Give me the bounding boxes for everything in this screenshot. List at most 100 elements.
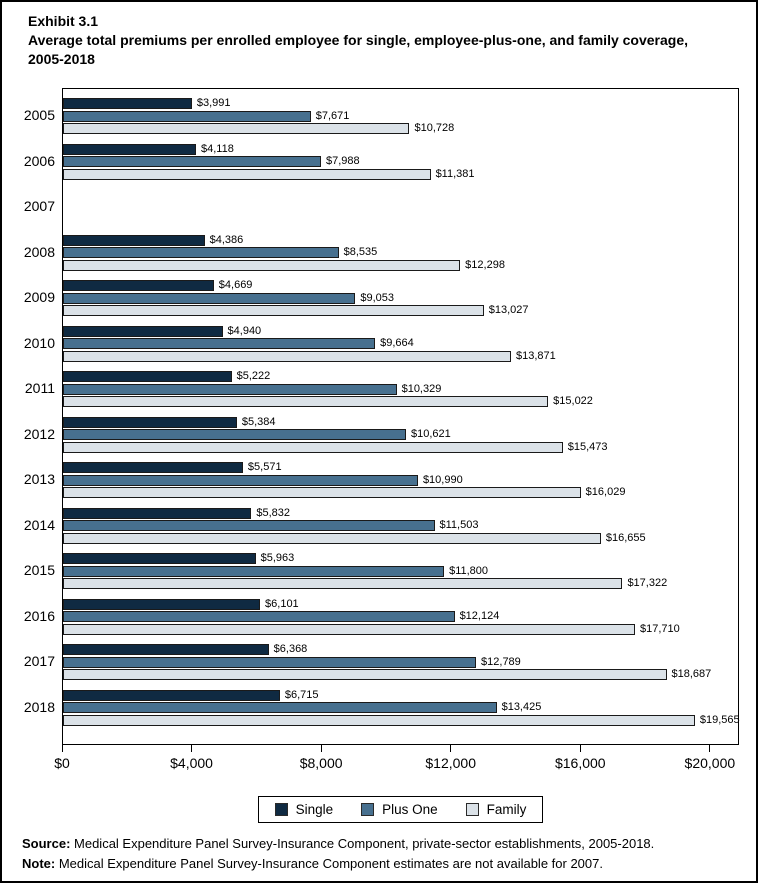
- footer: Source: Medical Expenditure Panel Survey…: [22, 834, 736, 874]
- bar-plus-one-2016: [63, 611, 455, 622]
- bar-line: $5,222: [63, 371, 738, 382]
- bar-family-2008: [63, 259, 461, 271]
- bar-plus-one-2013: [63, 474, 418, 486]
- bar-line: $8,535: [63, 247, 738, 258]
- bar-line: $16,029: [63, 487, 738, 498]
- bar-group: $4,386 $8,535 $12,298: [63, 234, 738, 271]
- bar-value-label: $8,535: [343, 246, 378, 258]
- bar-value-label: $19,565: [699, 713, 740, 726]
- bar-line: $15,022: [63, 396, 738, 407]
- legend: Single Plus One Family: [257, 796, 544, 823]
- bar-plus-one-2009: [63, 292, 356, 304]
- bar-value-label: $15,473: [567, 440, 608, 453]
- bar-value-label: $5,832: [256, 506, 290, 519]
- year-row-2010: 2010 $4,940 $9,664 $13,871: [24, 317, 738, 363]
- bar-line: $12,789: [63, 656, 738, 668]
- bar-value-label: $6,715: [284, 688, 319, 701]
- x-tick-label: $12,000: [425, 755, 477, 771]
- year-label: 2005: [23, 107, 55, 123]
- year-label: 2017: [23, 653, 55, 669]
- source-label: Source:: [22, 836, 71, 851]
- chart-region: 2005 $3,991 $7,671 $10,728 2006 $4,118 $7,988 $…: [24, 88, 740, 777]
- year-label: 2012: [23, 425, 55, 442]
- year-row-2012: 2012 $5,384 $10,621 $15,473: [24, 408, 738, 454]
- bar-plus-one-2011: [63, 383, 397, 395]
- bar-value-label: $11,381: [435, 167, 475, 180]
- bar-group: $4,940 $9,664 $13,871: [63, 324, 738, 362]
- bar-family-2015: [63, 578, 623, 589]
- bar-value-label: $10,621: [411, 428, 451, 440]
- bar-group: $3,991 $7,671 $10,728: [63, 98, 738, 134]
- bar-value-label: $4,940: [227, 324, 262, 337]
- x-tick: [450, 745, 452, 752]
- bar-line: $5,963: [63, 553, 738, 564]
- bar-family-2012: [63, 441, 563, 453]
- bar-value-label: $5,963: [260, 552, 295, 564]
- x-axis: $0 $4,000 $8,000 $12,000 $16,000 $20,000: [54, 745, 739, 777]
- bar-line: $6,101: [63, 598, 738, 610]
- bar-line: $10,990: [63, 474, 738, 486]
- bar-plus-one-2005: [63, 110, 311, 122]
- bar-line: $18,687: [63, 669, 738, 680]
- year-label: 2008: [23, 243, 55, 260]
- year-row-2018: 2018 $6,715 $13,425 $19,565: [24, 681, 740, 727]
- bar-single-2012: [63, 416, 237, 428]
- bar-plus-one-2008: [63, 247, 339, 258]
- bar-family-2016: [63, 623, 635, 635]
- bar-value-label: $5,571: [247, 461, 282, 473]
- bar-single-2008: [63, 234, 205, 246]
- bar-group: $5,963 $11,800 $17,322: [63, 553, 738, 589]
- bar-value-label: $5,222: [236, 370, 271, 382]
- x-tick-label: $16,000: [554, 755, 606, 771]
- bar-single-2018: [63, 689, 280, 701]
- bar-line: $17,710: [63, 622, 738, 635]
- bar-line: $5,832: [63, 506, 738, 519]
- bar-single-2017: [63, 644, 269, 655]
- bar-plus-one-2010: [63, 338, 376, 349]
- bar-value-label: $10,728: [414, 122, 455, 134]
- year-row-2013: 2013 $5,571 $10,990 $16,029: [24, 453, 738, 499]
- exhibit-label: Exhibit 3.1: [28, 13, 99, 29]
- year-row-2015: 2015 $5,963 $11,800 $17,322: [24, 544, 738, 590]
- year-label: 2010: [23, 334, 55, 351]
- bar-family-2013: [63, 487, 581, 498]
- bar-value-label: $16,655: [605, 531, 646, 544]
- bar-line: $11,503: [63, 520, 738, 531]
- bar-value-label: $13,425: [501, 701, 542, 713]
- bar-value-label: $17,710: [639, 622, 680, 635]
- bar-line: $7,988: [63, 156, 738, 167]
- bar-single-2015: [63, 553, 256, 564]
- bar-line: $16,655: [63, 531, 738, 544]
- bar-plus-one-2017: [63, 656, 477, 668]
- year-row-2009: 2009 $4,669 $9,053 $13,027: [24, 271, 738, 317]
- bar-line: $9,053: [63, 292, 738, 304]
- bar-plus-one-2014: [63, 520, 435, 531]
- bar-group: $4,669 $9,053 $13,027: [63, 280, 738, 316]
- bar-line: $3,991: [63, 98, 738, 109]
- legend-swatch-plus-one: [361, 803, 375, 816]
- legend-swatch-single: [274, 803, 288, 816]
- note-label: Note:: [22, 856, 56, 871]
- legend-item-plus-one: Plus One: [361, 802, 438, 817]
- bar-line: $5,571: [63, 462, 738, 473]
- year-row-2007: 2007: [24, 180, 738, 226]
- x-tick: [709, 745, 711, 752]
- bar-value-label: $12,298: [465, 258, 505, 271]
- bar-group: $6,368 $12,789 $18,687: [63, 644, 738, 680]
- x-tick: [579, 745, 581, 752]
- year-label: 2013: [23, 471, 55, 487]
- bar-value-label: $13,871: [515, 349, 556, 362]
- bar-line: $12,124: [63, 611, 738, 622]
- x-tick-label: $0: [54, 755, 70, 771]
- source-line: Source: Medical Expenditure Panel Survey…: [22, 834, 736, 854]
- bar-line: $17,322: [63, 578, 738, 589]
- year-row-2005: 2005 $3,991 $7,671 $10,728: [24, 89, 738, 135]
- bar-family-2018: [63, 714, 695, 726]
- bar-line: $10,728: [63, 123, 738, 134]
- bar-family-2005: [63, 123, 410, 134]
- x-tick: [320, 745, 322, 752]
- x-tick: [61, 745, 63, 752]
- bar-family-2014: [63, 532, 601, 544]
- bar-line: $10,621: [63, 429, 738, 440]
